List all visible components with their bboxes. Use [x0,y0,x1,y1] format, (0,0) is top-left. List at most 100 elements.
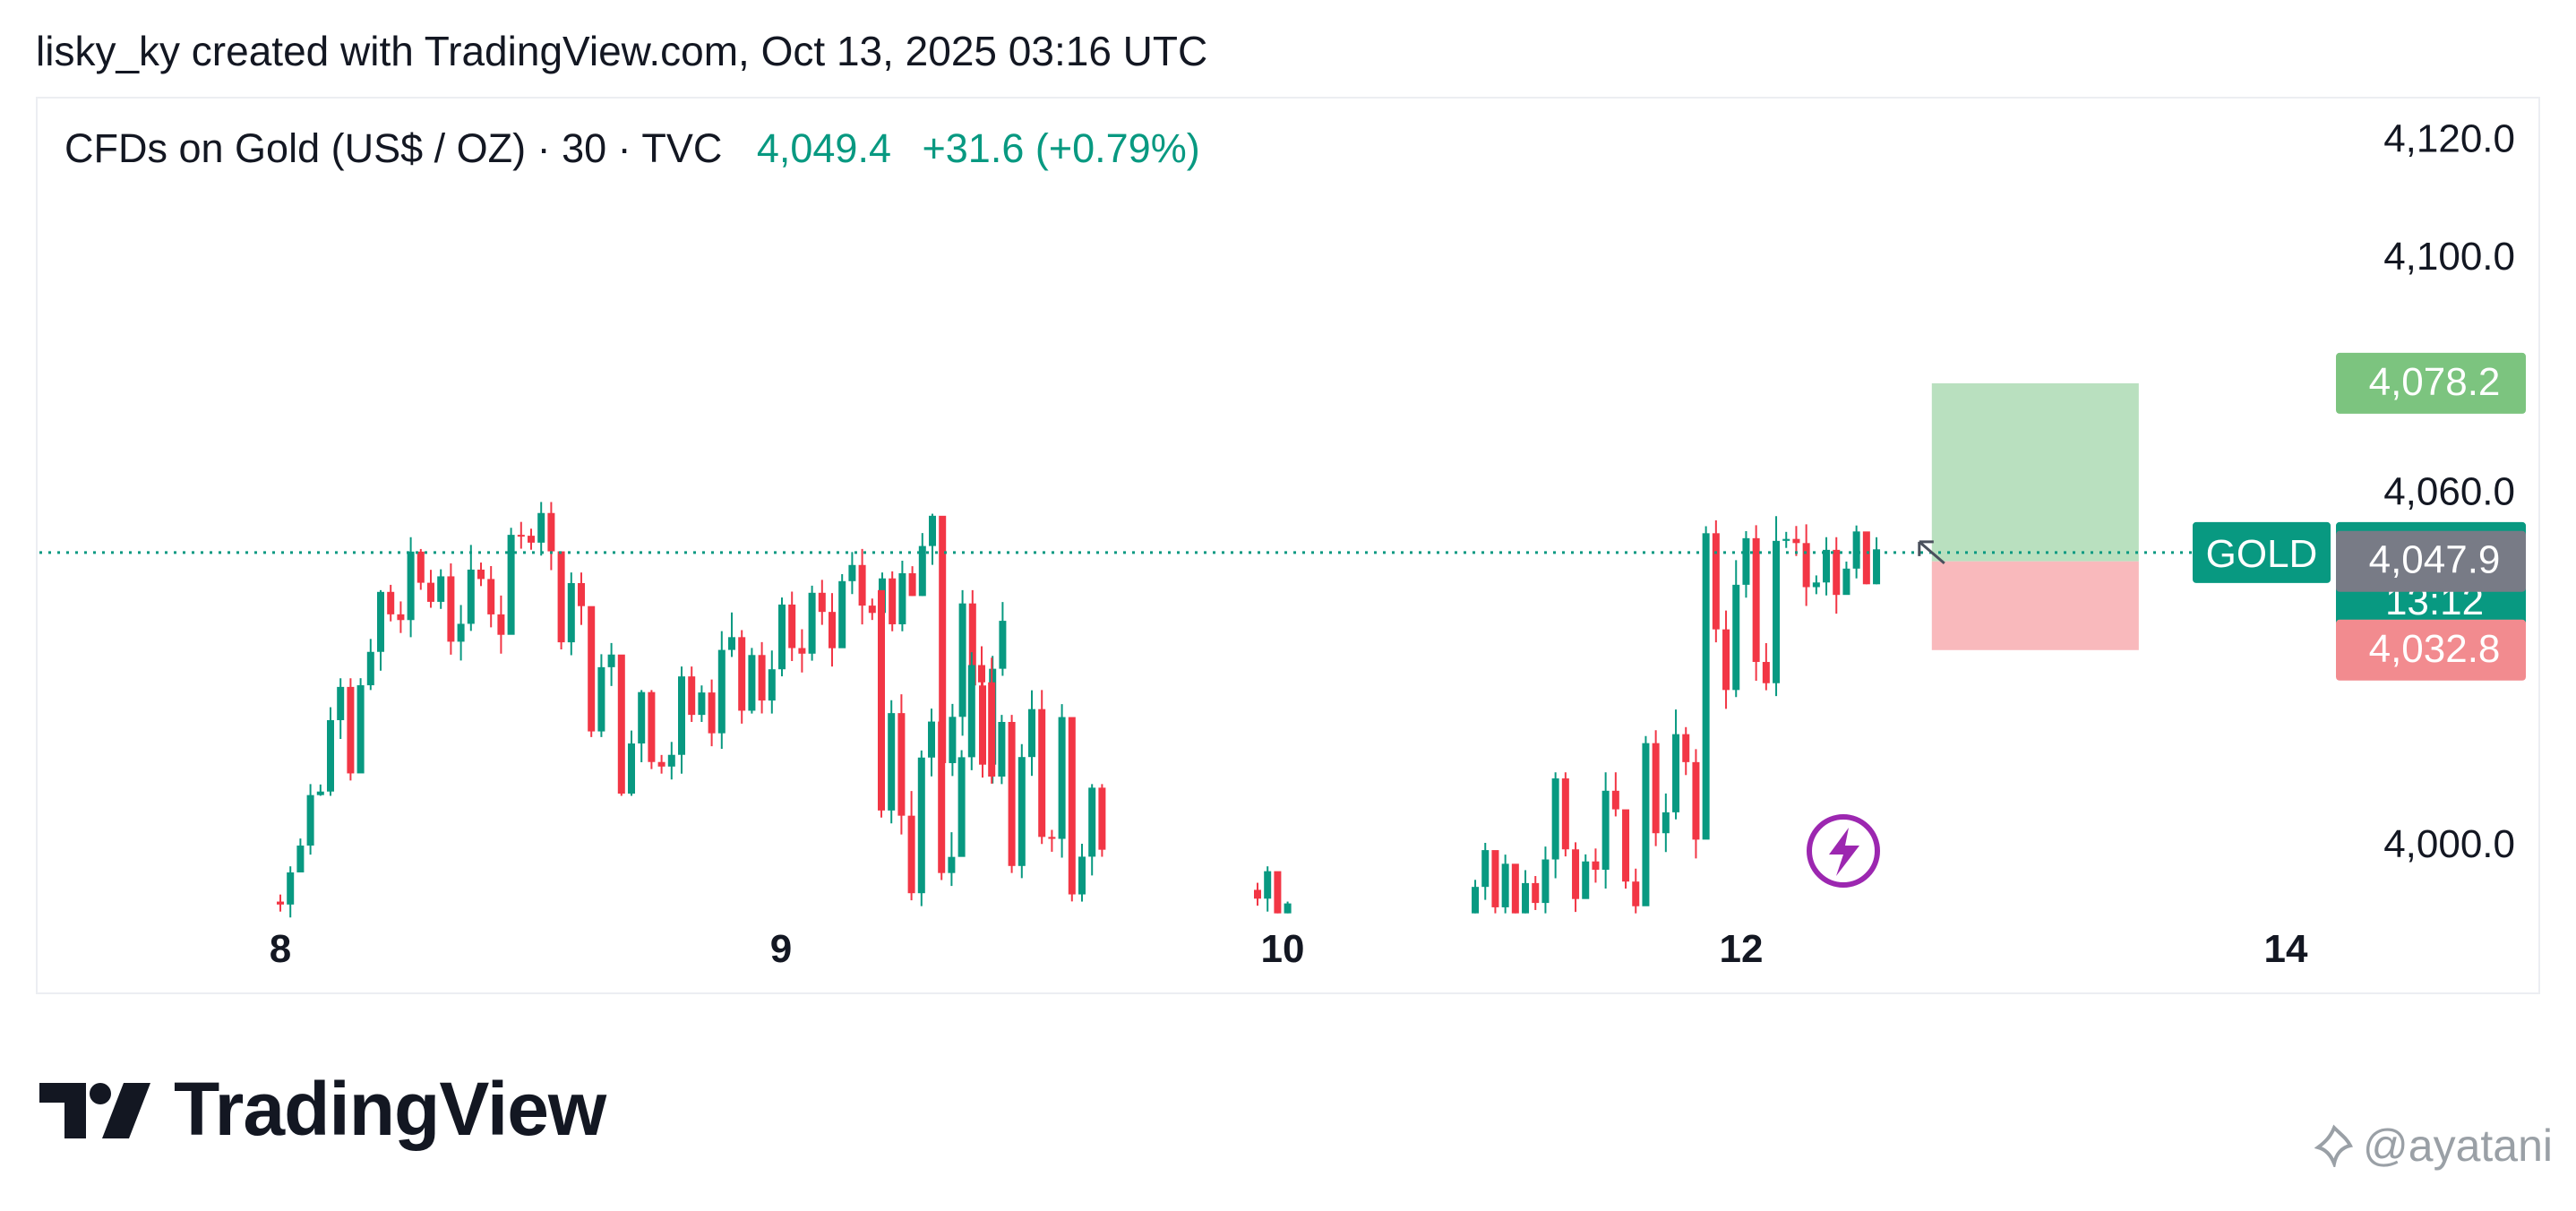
candle[interactable] [1491,850,1499,914]
candle[interactable] [758,641,766,714]
candle[interactable] [597,654,605,737]
candle[interactable] [999,602,1007,676]
candle[interactable] [1572,842,1580,913]
candle[interactable] [878,589,885,818]
candle[interactable] [1773,516,1781,697]
candle[interactable] [547,502,555,571]
candle[interactable] [457,605,465,661]
candle[interactable] [1582,854,1590,899]
candle[interactable] [1682,726,1690,776]
candle[interactable] [648,690,656,769]
candle[interactable] [897,694,906,835]
candle[interactable] [829,593,836,667]
candle[interactable] [698,685,706,722]
candle[interactable] [688,666,696,722]
candle[interactable] [507,528,515,635]
candle[interactable] [917,750,925,906]
candle[interactable] [1802,524,1810,606]
candle[interactable] [1592,848,1600,883]
candle[interactable] [949,703,957,777]
candle[interactable] [808,585,816,661]
candle[interactable] [848,552,856,595]
candle[interactable] [447,563,455,655]
candle[interactable] [1088,784,1096,876]
candle[interactable] [1632,868,1640,914]
candle[interactable] [967,652,975,770]
candle[interactable] [617,654,625,796]
candle[interactable] [1833,537,1841,614]
candle[interactable] [1732,560,1740,698]
candle[interactable] [1792,526,1800,556]
candle[interactable] [868,598,876,621]
candle[interactable] [1511,863,1519,914]
profit-zone[interactable] [1931,382,2139,562]
candle[interactable] [748,648,756,714]
candle[interactable] [1702,526,1710,840]
candle[interactable] [957,750,966,857]
stop-zone[interactable] [1931,561,2139,650]
candle[interactable] [467,545,475,631]
candle[interactable] [1622,809,1630,889]
candle[interactable] [287,866,295,918]
candle[interactable] [347,678,355,781]
candle[interactable] [667,742,675,780]
candle[interactable] [1722,610,1730,709]
candle[interactable] [1561,772,1569,857]
candle[interactable] [1601,772,1610,889]
candle[interactable] [1712,520,1720,643]
candle[interactable] [1873,537,1881,585]
candle[interactable] [1264,866,1272,912]
candle[interactable] [588,606,596,737]
candle[interactable] [1472,880,1480,914]
candle[interactable] [296,838,305,872]
candle[interactable] [798,629,806,673]
candle[interactable] [1752,525,1760,682]
candle[interactable] [528,528,535,550]
candle[interactable] [1842,561,1850,596]
candle[interactable] [978,646,985,701]
candle[interactable] [908,566,916,597]
candle[interactable] [427,570,434,608]
candle[interactable] [1501,855,1509,914]
candle[interactable] [907,791,915,901]
candle[interactable] [1098,784,1106,857]
candle[interactable] [738,630,746,724]
candle[interactable] [1742,530,1750,598]
candle[interactable] [858,548,866,625]
candle[interactable] [898,561,906,631]
candle[interactable] [1541,846,1550,914]
candle[interactable] [1274,871,1282,914]
candle[interactable] [1038,690,1046,845]
candle[interactable] [1642,735,1650,906]
candle[interactable] [487,565,495,628]
lightning-icon[interactable] [1807,814,1880,888]
symbol-tag[interactable]: GOLD [2193,521,2331,583]
candle[interactable] [928,709,935,777]
candle[interactable] [998,715,1006,785]
candle[interactable] [387,584,395,622]
candle[interactable] [517,521,525,549]
candle[interactable] [768,650,776,714]
candle[interactable] [1862,531,1870,585]
candle[interactable] [567,572,575,656]
candle[interactable] [397,601,405,633]
candle[interactable] [277,894,284,912]
candle[interactable] [717,631,726,749]
candle[interactable] [1551,772,1559,879]
candle[interactable] [1058,704,1066,858]
candle[interactable] [1762,643,1770,691]
candle[interactable] [948,832,956,887]
candle[interactable] [366,639,374,691]
candle[interactable] [657,754,665,774]
candle[interactable] [838,573,846,648]
candle[interactable] [1652,730,1660,846]
candle[interactable] [1284,901,1292,914]
candle[interactable] [356,678,365,774]
candle[interactable] [728,612,735,657]
candle[interactable] [337,678,345,740]
candle[interactable] [628,730,635,796]
candle[interactable] [537,502,545,556]
candle[interactable] [327,707,334,796]
candle[interactable] [1078,843,1086,902]
